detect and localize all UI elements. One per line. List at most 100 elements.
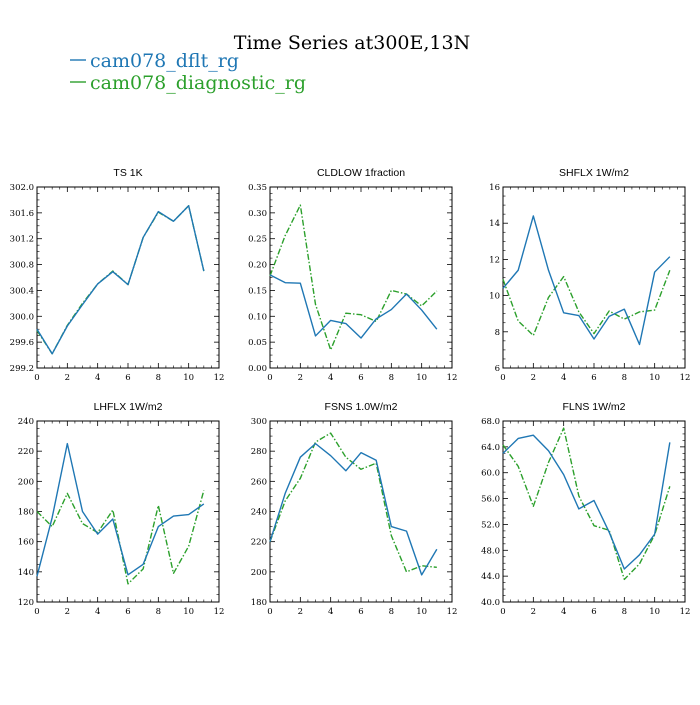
- plot-frame: [269, 420, 453, 603]
- series-line-diagnostic: [502, 427, 671, 581]
- x-tick-label: 8: [389, 607, 394, 617]
- x-tick-label: 10: [183, 607, 194, 617]
- x-tick-label: 6: [358, 607, 363, 617]
- figure-title: Time Series at300E,13N: [234, 32, 470, 54]
- y-tick-label: 8: [495, 328, 500, 338]
- series-line-diagnostic: [502, 270, 671, 337]
- panel-title: CLDLOW 1fraction: [317, 167, 405, 179]
- panel-title: SHFLX 1W/m2: [559, 167, 629, 179]
- y-tick-label: 200: [18, 477, 34, 487]
- x-tick-label: 0: [34, 607, 39, 617]
- y-tick-label: 240: [18, 417, 34, 427]
- x-tick-label: 8: [389, 373, 394, 383]
- y-tick-label: 120: [18, 598, 34, 608]
- series-line-diagnostic: [269, 204, 438, 351]
- legend-label-1: cam078_dflt_rg: [90, 50, 239, 72]
- y-tick-label: 0.05: [248, 338, 267, 348]
- series-line-dflt: [269, 274, 438, 339]
- chart-panel-1: TS 1K 0 2 4 6 8 10 12 299.2 299.6 300.0 300.4 300.8 3…: [10, 167, 225, 383]
- chart-panel-2: CLDLOW 1fraction 0 2 4 6 8 10 12 0.00 0.05 0.10 0.1…: [248, 167, 457, 383]
- panel-title: LHFLX 1W/m2: [94, 401, 163, 413]
- x-tick-label: 0: [34, 373, 39, 383]
- y-tick-label: 0.00: [248, 364, 267, 374]
- y-tick-label: 280: [251, 447, 267, 457]
- x-tick-label: 4: [328, 373, 333, 383]
- x-tick-label: 12: [214, 373, 225, 383]
- y-tick-label: 16: [489, 183, 500, 193]
- x-tick-label: 8: [156, 607, 161, 617]
- y-tick-label: 48.0: [481, 546, 500, 556]
- x-tick-label: 2: [531, 607, 536, 617]
- y-tick-label: 200: [251, 568, 267, 578]
- x-tick-label: 6: [591, 607, 596, 617]
- y-tick-label: 300.8: [10, 261, 34, 271]
- y-tick-label: 44.0: [481, 572, 500, 582]
- y-tick-label: 300.0: [10, 312, 34, 322]
- plot-frame: [269, 186, 453, 369]
- x-tick-label: 0: [500, 373, 505, 383]
- series-line-diagnostic: [36, 490, 205, 585]
- legend-label-2: cam078_diagnostic_rg: [90, 72, 306, 94]
- y-tick-label: 220: [251, 538, 267, 548]
- y-tick-label: 160: [18, 538, 34, 548]
- y-tick-label: 14: [489, 219, 500, 229]
- x-tick-label: 4: [561, 607, 566, 617]
- y-tick-label: 300.4: [10, 286, 34, 296]
- y-tick-label: 0.20: [248, 261, 267, 271]
- chart-panel-3: SHFLX 1W/m2 0 2 4 6 8 10 12 6 8 10 12 14 16: [489, 167, 690, 383]
- y-tick-label: 260: [251, 477, 267, 487]
- x-tick-label: 2: [65, 607, 70, 617]
- x-tick-label: 8: [156, 373, 161, 383]
- x-tick-label: 10: [416, 373, 427, 383]
- x-tick-label: 10: [416, 607, 427, 617]
- x-tick-label: 6: [125, 607, 130, 617]
- x-tick-label: 10: [183, 373, 194, 383]
- y-tick-label: 300: [251, 417, 267, 427]
- x-tick-label: 2: [298, 373, 303, 383]
- y-tick-label: 0.35: [248, 183, 267, 193]
- x-tick-label: 6: [358, 373, 363, 383]
- y-tick-label: 302.0: [10, 183, 34, 193]
- y-tick-label: 180: [18, 508, 34, 518]
- y-tick-label: 0.10: [248, 312, 267, 322]
- y-tick-label: 52.0: [481, 520, 500, 530]
- y-tick-label: 240: [251, 508, 267, 518]
- x-tick-label: 12: [447, 373, 458, 383]
- x-tick-label: 0: [500, 607, 505, 617]
- plot-frame: [502, 186, 686, 369]
- y-tick-label: 56.0: [481, 495, 500, 505]
- y-tick-label: 301.2: [10, 235, 34, 245]
- chart-panel-4: LHFLX 1W/m2 0 2 4 6 8 10 12 120 140 160 180 200 220 24…: [18, 401, 225, 617]
- y-tick-label: 220: [18, 447, 34, 457]
- series-line-dflt: [36, 205, 205, 355]
- series-line-diagnostic: [36, 205, 205, 355]
- y-tick-label: 10: [489, 292, 500, 302]
- chart-panels: TS 1K 0 2 4 6 8 10 12 299.2 299.6 300.0 300.4 300.8 3…: [10, 167, 691, 617]
- x-tick-label: 0: [267, 607, 272, 617]
- x-tick-label: 2: [65, 373, 70, 383]
- y-tick-label: 140: [18, 568, 34, 578]
- y-tick-label: 64.0: [481, 443, 500, 453]
- y-tick-label: 0.30: [248, 209, 267, 219]
- x-tick-label: 0: [267, 373, 272, 383]
- panel-title: TS 1K: [113, 167, 142, 179]
- series-line-dflt: [502, 215, 671, 346]
- x-tick-label: 2: [531, 373, 536, 383]
- y-tick-label: 299.2: [10, 364, 34, 374]
- y-tick-label: 6: [495, 364, 500, 374]
- y-tick-label: 60.0: [481, 469, 500, 479]
- x-tick-label: 12: [214, 607, 225, 617]
- x-tick-label: 10: [649, 373, 660, 383]
- x-tick-label: 6: [591, 373, 596, 383]
- y-tick-label: 40.0: [481, 598, 500, 608]
- y-tick-label: 0.25: [248, 235, 267, 245]
- series-line-diagnostic: [269, 432, 437, 573]
- x-tick-label: 12: [680, 373, 691, 383]
- plot-frame: [36, 186, 220, 369]
- x-tick-label: 10: [649, 607, 660, 617]
- x-tick-label: 12: [447, 607, 458, 617]
- series-line-dflt: [502, 434, 671, 570]
